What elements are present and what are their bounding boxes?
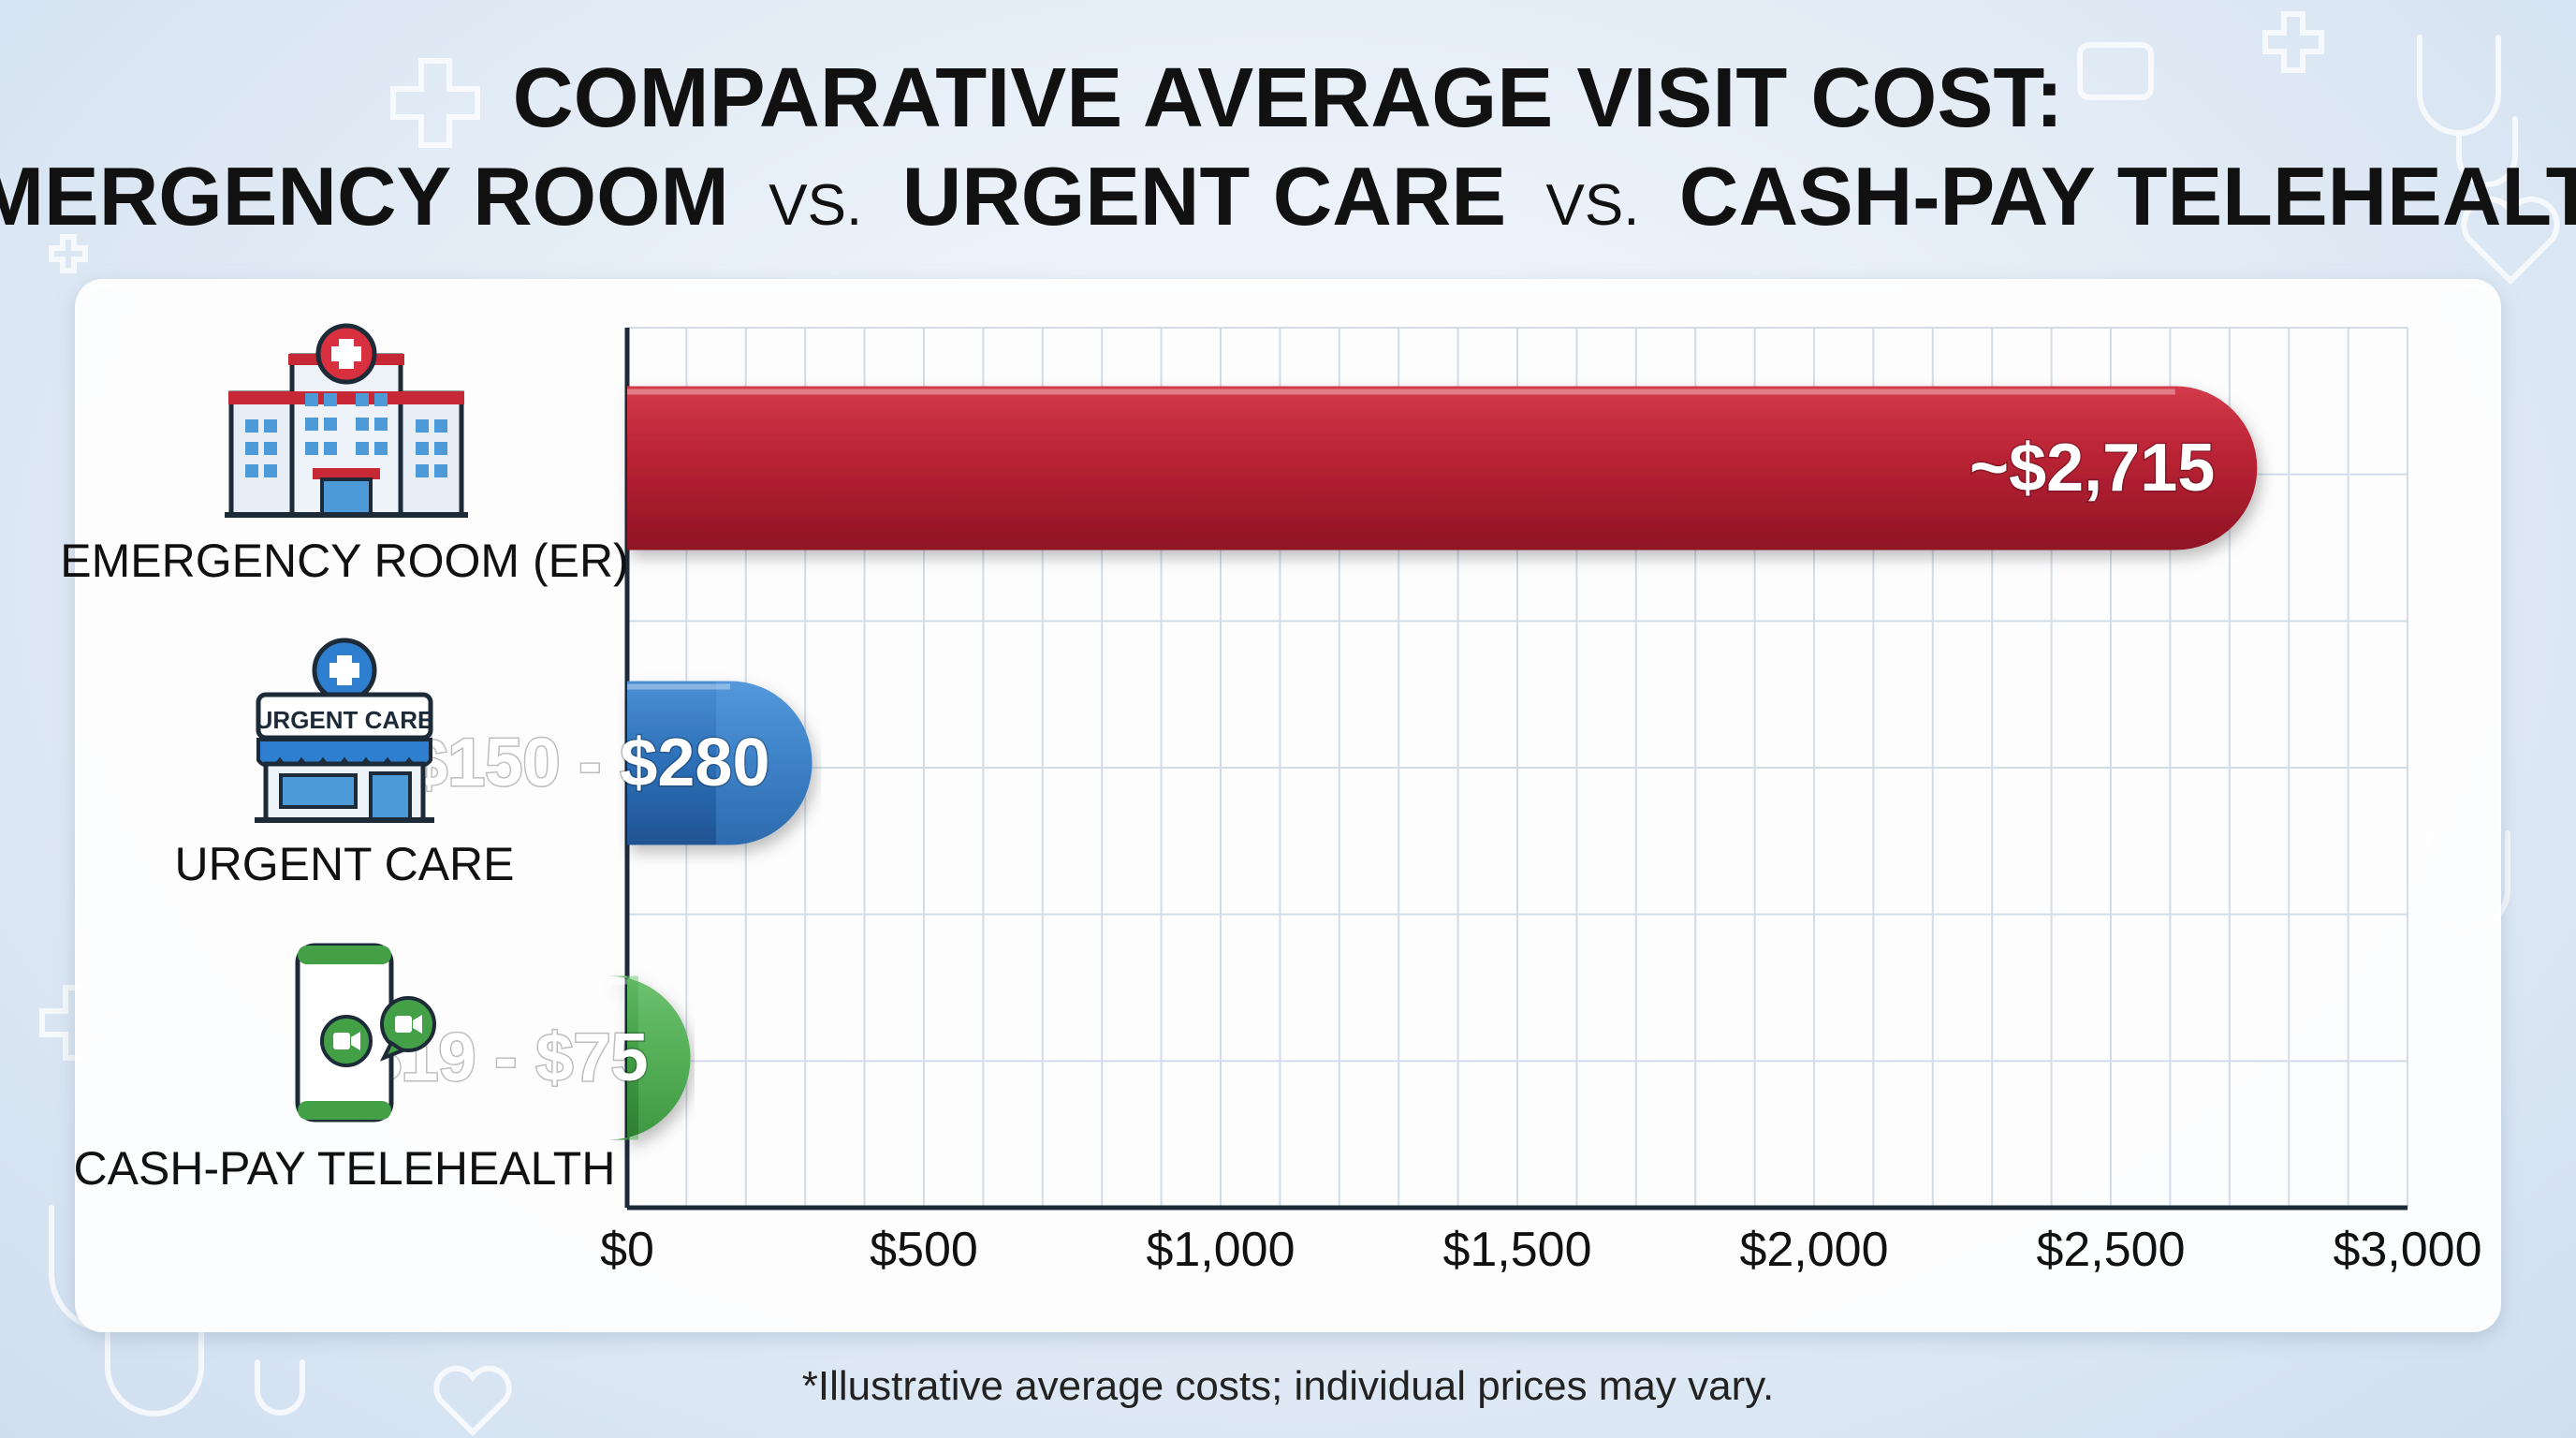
x-tick-label: $1,000 (1146, 1223, 1295, 1277)
footnote: *Illustrative average costs; individual … (802, 1363, 1775, 1409)
title-urgent: URGENT CARE (902, 150, 1506, 242)
x-tick-label: $1,500 (1442, 1223, 1591, 1277)
title-vs: VS. (1546, 173, 1640, 238)
category-er: EMERGENCY ROOM (ER) (60, 323, 629, 587)
bar-body (627, 386, 2258, 550)
x-tick-label: $500 (870, 1223, 978, 1277)
clinic-sign-text: URGENT CARE (256, 706, 434, 734)
bar-urgent-care (627, 681, 812, 845)
bar-range-segment (716, 681, 812, 845)
heart-pulse-icon (2461, 196, 2560, 286)
first-aid-kit-icon (2077, 42, 2154, 100)
heart-pulse-icon (433, 1365, 512, 1437)
bar-value-label: ~$2,715 (1969, 431, 2215, 506)
hospital-building-icon (225, 323, 468, 518)
bar-value-label: ~$150 - $280 (371, 726, 769, 800)
x-tick-label: $0 (600, 1223, 654, 1277)
medical-cross-icon (2262, 11, 2324, 73)
title-vs: VS. (768, 173, 862, 238)
title-line-2: EMERGENCY ROOM VS. URGENT CARE VS. CASH-… (0, 150, 2576, 242)
medical-cross-icon (49, 234, 88, 273)
smartphone-video-call-icon (295, 943, 436, 1123)
x-tick-label: $2,500 (2036, 1223, 2185, 1277)
bar-emergency-room (627, 386, 2258, 550)
bar-telehealth (608, 976, 691, 1140)
stethoscope-icon (2417, 35, 2518, 187)
medical-cross-icon (390, 58, 480, 148)
category-telehealth: CASH-PAY TELEHEALTH (74, 943, 616, 1195)
bar-range-segment (608, 976, 691, 1140)
x-tick-label: $3,000 (2333, 1223, 2481, 1277)
x-tick-label: $2,000 (1739, 1223, 1888, 1277)
title-er: EMERGENCY ROOM (0, 150, 729, 242)
category-label: CASH-PAY TELEHEALTH (74, 1142, 616, 1195)
stethoscope-icon (255, 1359, 305, 1416)
category-label: EMERGENCY ROOM (ER) (60, 535, 628, 587)
title-line-1: COMPARATIVE AVERAGE VISIT COST: (513, 51, 2064, 145)
chart-title: COMPARATIVE AVERAGE VISIT COST: EMERGENC… (0, 51, 2576, 242)
title-telehealth: CASH-PAY TELEHEALTH (1679, 150, 2576, 242)
category-urgent-care: URGENT CARE URGENT CARE (174, 638, 515, 890)
urgent-care-clinic-icon: URGENT CARE (255, 638, 434, 823)
category-label: URGENT CARE (174, 838, 514, 890)
